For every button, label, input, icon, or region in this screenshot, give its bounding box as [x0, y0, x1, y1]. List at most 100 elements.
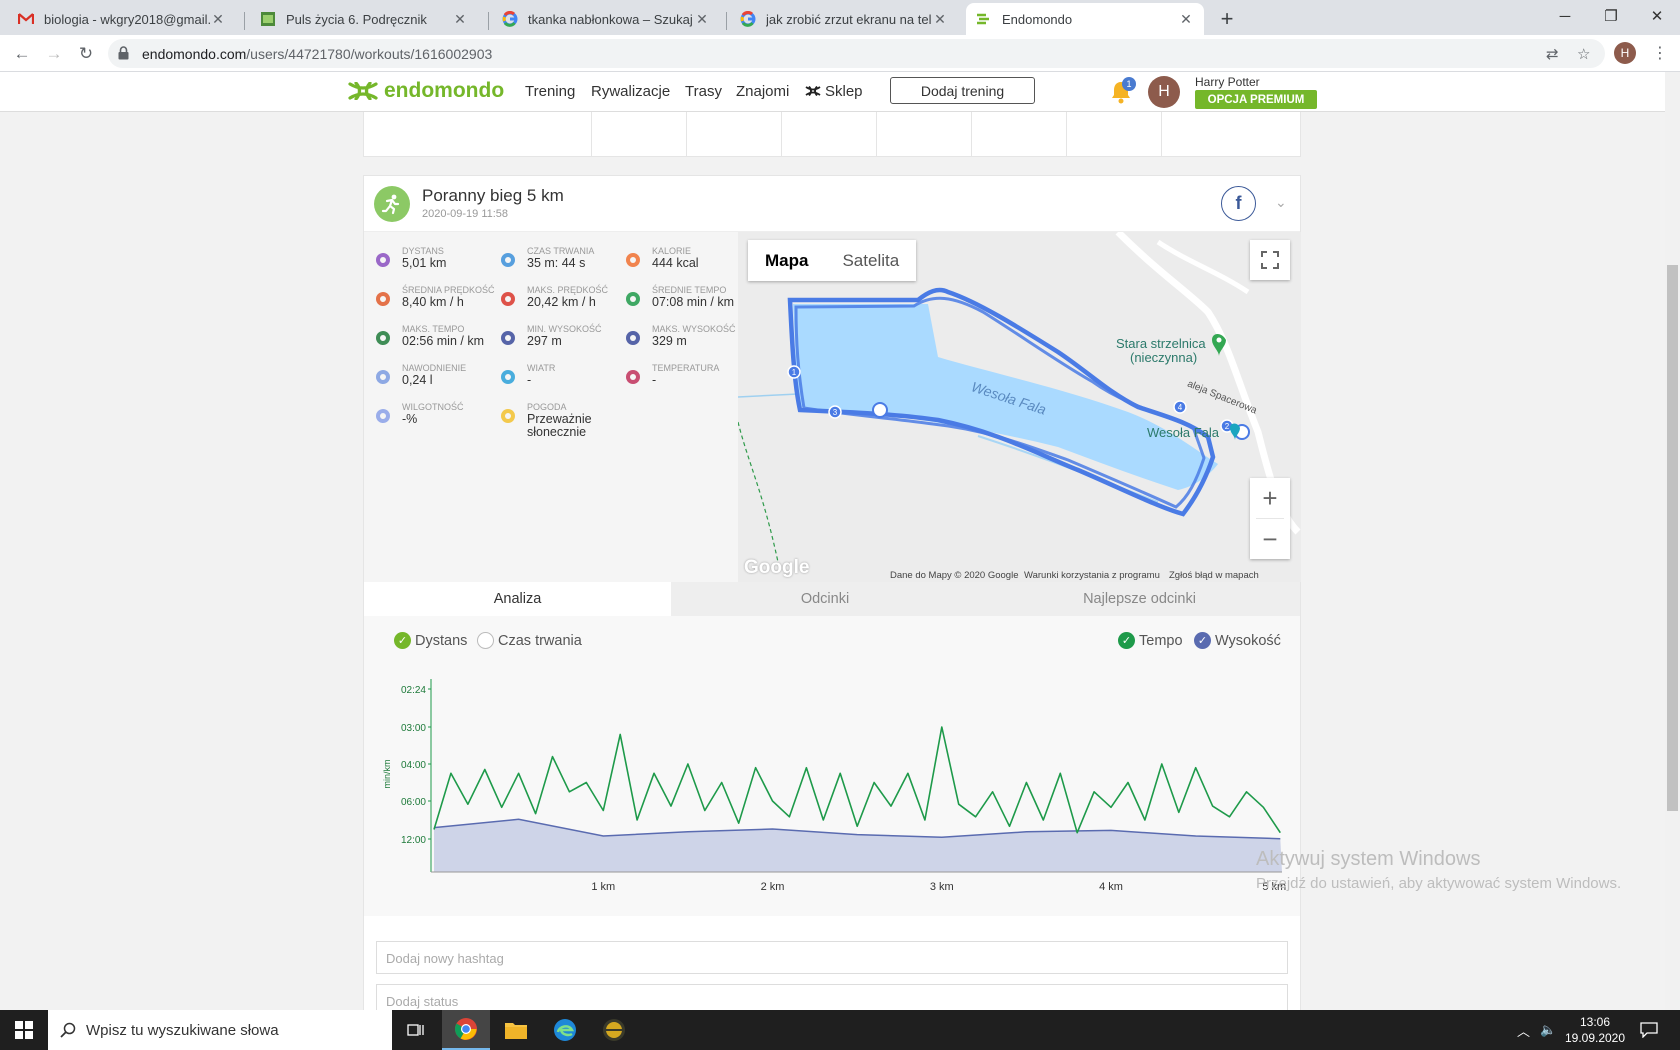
close-tab-icon[interactable]: ✕ — [212, 10, 224, 27]
calendar-day[interactable]: 9 — [971, 104, 1066, 157]
close-tab-icon[interactable]: ✕ — [454, 10, 466, 27]
browser-tab-gmail[interactable]: biologia - wkgry2018@gmail.com ✕ — [8, 3, 236, 35]
route-start-marker[interactable] — [872, 402, 888, 418]
premium-button[interactable]: OPCJA PREMIUM — [1195, 90, 1317, 109]
tab-odcinki[interactable]: Odcinki — [800, 591, 850, 607]
route-marker-4[interactable] — [1173, 400, 1187, 414]
x-option-label: Dystans — [415, 632, 468, 649]
map-type-satellite-button[interactable]: Satelita — [842, 250, 900, 270]
windows-start-icon[interactable] — [0, 1010, 48, 1050]
route-map[interactable]: 1 3 4 2 Wesoła Fala Stara strzelnica (ni… — [738, 232, 1301, 582]
calendar-day[interactable]: 7 — [781, 104, 876, 157]
map-report-link[interactable]: Zgłoś błąd w mapach — [1169, 570, 1259, 581]
scrollbar-thumb[interactable] — [1667, 265, 1678, 811]
check-icon: ✓ — [394, 632, 411, 649]
stat-mountain: MAKS. WYSOKOŚĆ 329 m — [614, 324, 739, 360]
radio-empty-icon — [477, 632, 494, 649]
stat-value: 07:08 min / km — [652, 295, 734, 309]
taskbar-search-placeholder: Wpisz tu wyszukiwane słowa — [86, 1021, 279, 1039]
series-toggle-altitude[interactable]: ✓ Wysokość — [1194, 632, 1281, 649]
pace-icon — [374, 329, 392, 347]
stat-value: 02:56 min / km — [402, 334, 484, 348]
drops-icon — [374, 368, 392, 386]
browser-profile-avatar[interactable]: H — [1614, 42, 1636, 64]
map-type-map-button[interactable]: Mapa — [765, 250, 809, 270]
pace-altitude-chart[interactable]: 02:24 03:00 04:00 06:00 12:00 min/km 1 km 2 km 3… — [364, 664, 1300, 914]
windows-activation-watermark: Aktywuj system Windows Przejdź do ustawi… — [1256, 848, 1621, 892]
tab-najlepsze-odcinki[interactable]: Najlepsze odcinki — [1083, 591, 1196, 607]
place-pin-icon[interactable] — [1230, 423, 1240, 441]
browser-tab-tkanka[interactable]: tkanka nabłonkowa – Szukaj w Google ✕ — [492, 3, 720, 35]
tab-analiza[interactable]: Analiza — [364, 582, 671, 616]
tab-separator — [726, 12, 727, 30]
user-avatar[interactable]: H — [1148, 76, 1180, 108]
calendar-day[interactable]: 6 — [686, 104, 781, 157]
taskbar-search[interactable]: Wpisz tu wyszukiwane słowa — [48, 1010, 392, 1050]
route-marker-1[interactable] — [787, 365, 801, 379]
close-tab-icon[interactable]: ✕ — [1180, 10, 1192, 27]
zoom-out-button[interactable]: − — [1262, 523, 1278, 554]
close-tab-icon[interactable]: ✕ — [696, 10, 708, 27]
calendar-day[interactable]: 10 — [1066, 104, 1161, 157]
zoom-in-button[interactable]: + — [1262, 482, 1278, 513]
humidity-icon — [374, 407, 392, 425]
edge-icon[interactable] — [541, 1010, 589, 1050]
browser-tab-zrzut[interactable]: jak zrobić zrzut ekranu na telefonie ✕ — [730, 3, 958, 35]
minimize-icon[interactable]: ─ — [1559, 7, 1571, 25]
nav-rywalizacje[interactable]: Rywalizacje — [591, 83, 671, 100]
status-input[interactable]: Dodaj status — [376, 984, 1288, 1010]
volume-icon[interactable]: 🔈 — [1540, 1022, 1557, 1037]
restore-icon[interactable]: ❐ — [1604, 8, 1618, 25]
chrome-taskbar-icon[interactable] — [442, 1010, 490, 1050]
hashtag-input[interactable]: Dodaj nowy hashtag — [376, 941, 1288, 974]
notifications-icon[interactable] — [1640, 1010, 1658, 1050]
watermark-title: Aktywuj system Windows — [1256, 848, 1481, 870]
game-app-icon[interactable] — [590, 1010, 638, 1050]
browser-tab-endomondo[interactable]: Endomondo ✕ — [966, 3, 1204, 35]
add-workout-button[interactable]: Dodaj trening — [890, 77, 1035, 104]
nav-znajomi[interactable]: Znajomi — [736, 83, 790, 100]
file-explorer-icon[interactable] — [492, 1010, 540, 1050]
calendar-day[interactable]: 5 — [591, 104, 686, 157]
stat-value: 444 kcal — [652, 256, 699, 270]
y-axis-label: min/km — [382, 760, 392, 789]
tray-chevron-icon[interactable]: ︿ — [1517, 1023, 1531, 1039]
y-tick-label: 06:00 — [401, 797, 426, 808]
nav-trasy[interactable]: Trasy — [685, 83, 722, 100]
route-marker-3[interactable] — [828, 405, 842, 419]
calendar-day[interactable]: 11 — [1161, 104, 1256, 157]
stat-label: POGODA — [527, 402, 567, 412]
close-window-icon[interactable]: ✕ — [1650, 8, 1664, 25]
taskbar-clock[interactable]: 13:06 19.09.2020 — [1555, 1014, 1635, 1046]
bookmark-star-icon[interactable]: ☆ — [1577, 46, 1591, 63]
reload-icon[interactable]: ↻ — [78, 44, 94, 63]
browser-tab-podrecznik[interactable]: Puls życia 6. Podręcznik ✕ — [250, 3, 478, 35]
stat-label: ŚREDNIA PRĘDKOŚĆ — [402, 285, 495, 295]
forward-icon[interactable]: → — [45, 44, 63, 63]
x-option-duration[interactable]: Czas trwania — [477, 632, 582, 649]
google-logo: Google — [744, 557, 810, 578]
stat-thermometer: TEMPERATURA - — [614, 363, 739, 399]
series-toggle-tempo[interactable]: ✓ Tempo — [1118, 632, 1183, 649]
task-view-icon[interactable] — [392, 1010, 440, 1050]
google-icon — [740, 11, 756, 27]
nav-sklep[interactable]: Sklep — [825, 83, 863, 100]
fullscreen-button[interactable] — [1250, 240, 1290, 280]
map-terms-link[interactable]: Warunki korzystania z programu — [1024, 570, 1160, 581]
calendar-day[interactable]: 8 — [876, 104, 971, 157]
endomondo-logo[interactable]: endomondo — [348, 79, 504, 103]
book-icon — [260, 11, 276, 27]
x-option-distance[interactable]: ✓ Dystans — [394, 632, 467, 649]
back-icon[interactable]: ← — [13, 44, 31, 63]
translate-icon[interactable]: ⇄ — [1546, 46, 1559, 63]
close-tab-icon[interactable]: ✕ — [934, 10, 946, 27]
poi-pin-icon[interactable] — [1212, 334, 1226, 356]
browser-menu-icon[interactable]: ⋮ — [1652, 45, 1668, 62]
facebook-share-button[interactable]: f — [1221, 186, 1256, 221]
address-bar[interactable]: endomondo.com/users/44721780/workouts/16… — [108, 39, 1605, 68]
new-tab-button[interactable]: + — [1220, 6, 1234, 31]
chevron-down-icon[interactable]: ⌄ — [1275, 194, 1287, 210]
gmail-icon — [18, 11, 34, 27]
user-name[interactable]: Harry Potter — [1195, 75, 1260, 89]
nav-trening[interactable]: Trening — [525, 83, 576, 100]
